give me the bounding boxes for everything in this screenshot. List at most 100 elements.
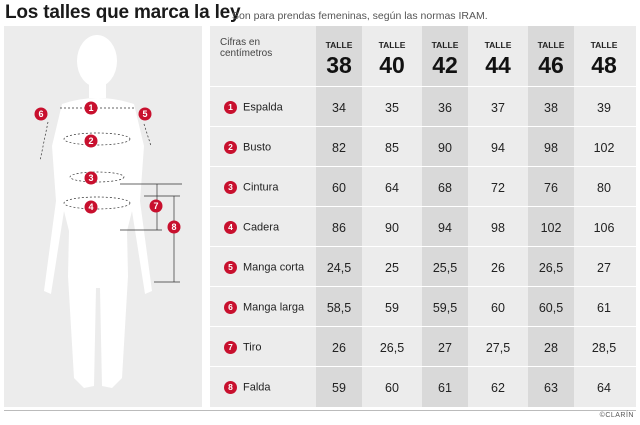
table-cell: 27,5	[485, 341, 511, 355]
size-header-label: TALLE	[325, 40, 353, 50]
source-credit: ©CLARÍN	[599, 412, 634, 419]
bottom-divider	[4, 410, 636, 411]
table-cell: 58,5	[326, 301, 352, 315]
header: Los talles que marca la ley Son para pre…	[0, 0, 640, 26]
row-number-badge: 8	[224, 381, 237, 394]
table-cell: 62	[491, 381, 505, 395]
size-header-number: 46	[538, 52, 564, 78]
size-column-40: TALLE 40	[369, 26, 415, 407]
size-column-48: TALLE 48	[581, 26, 627, 407]
table-row-label: 4 Cadera	[224, 221, 279, 234]
measure-name: Manga larga	[243, 301, 305, 314]
measure-name: Falda	[243, 381, 271, 394]
measure-name: Cintura	[243, 181, 279, 194]
table-cell: 60	[385, 381, 399, 395]
table-row-label: 7 Tiro	[224, 341, 262, 354]
size-header-label: TALLE	[431, 40, 459, 50]
table-cell: 25	[385, 261, 399, 275]
size-header-number: 44	[485, 52, 511, 78]
measure-name: Cadera	[243, 221, 280, 234]
figure-marker-2: 2	[88, 136, 93, 146]
table-cell: 102	[593, 141, 615, 155]
size-header-number: 48	[591, 52, 617, 78]
row-divider	[210, 126, 636, 127]
row-number-badge: 1	[224, 101, 237, 114]
table-cell: 35	[385, 101, 399, 115]
table-cell: 98	[544, 141, 558, 155]
size-column-46: TALLE 46	[528, 26, 574, 407]
table-cell: 28,5	[591, 341, 617, 355]
table-cell: 26,5	[538, 261, 564, 275]
table-cell: 60	[491, 301, 505, 315]
table-cell: 90	[385, 221, 399, 235]
table-cell: 82	[332, 141, 346, 155]
table-cell: 34	[332, 101, 346, 115]
table-cell: 102	[540, 221, 562, 235]
table-row-label: 2 Busto	[224, 141, 271, 154]
size-header-label: TALLE	[484, 40, 512, 50]
table-row-label: 6 Manga larga	[224, 301, 304, 314]
size-header-number: 40	[379, 52, 405, 78]
size-column-44: TALLE 44	[475, 26, 521, 407]
table-cell: 28	[544, 341, 558, 355]
row-divider	[210, 206, 636, 207]
row-number-badge: 7	[224, 341, 237, 354]
size-header-label: TALLE	[590, 40, 618, 50]
table-cell: 59	[385, 301, 399, 315]
table-row-label: 3 Cintura	[224, 181, 278, 194]
measure-name: Tiro	[243, 341, 262, 354]
size-column-38: TALLE 38	[316, 26, 362, 407]
table-cell: 64	[385, 181, 399, 195]
size-header-label: TALLE	[537, 40, 565, 50]
table-cell: 27	[597, 261, 611, 275]
table-row-label: 8 Falda	[224, 381, 271, 394]
table-cell: 98	[491, 221, 505, 235]
figure-marker-4: 4	[88, 202, 93, 212]
figure-marker-6: 6	[38, 109, 43, 119]
body-figure-panel: 1 2 3 4 5 6 7 8	[4, 26, 202, 407]
unit-note: Cifras en centímetros	[220, 37, 273, 59]
table-cell: 85	[385, 141, 399, 155]
size-column-42: TALLE 42	[422, 26, 468, 407]
size-header-number: 42	[432, 52, 458, 78]
table-row-label: 5 Manga corta	[224, 261, 304, 274]
row-number-badge: 4	[224, 221, 237, 234]
row-divider	[210, 326, 636, 327]
table-cell: 59	[332, 381, 346, 395]
table-cell: 63	[544, 381, 558, 395]
row-number-badge: 5	[224, 261, 237, 274]
table-cell: 38	[544, 101, 558, 115]
table-cell: 39	[597, 101, 611, 115]
table-cell: 24,5	[326, 261, 352, 275]
figure-marker-1: 1	[88, 103, 93, 113]
table-cell: 60	[332, 181, 346, 195]
figure-marker-7: 7	[153, 201, 158, 211]
table-cell: 61	[597, 301, 611, 315]
row-divider	[210, 246, 636, 247]
table-cell: 94	[438, 221, 452, 235]
row-number-badge: 6	[224, 301, 237, 314]
table-cell: 36	[438, 101, 452, 115]
row-divider	[210, 86, 636, 87]
row-divider	[210, 166, 636, 167]
page-title: Los talles que marca la ley	[5, 2, 241, 23]
size-header-number: 38	[326, 52, 352, 78]
table-cell: 26	[332, 341, 346, 355]
table-cell: 64	[597, 381, 611, 395]
table-cell: 94	[491, 141, 505, 155]
row-number-badge: 3	[224, 181, 237, 194]
table-cell: 72	[491, 181, 505, 195]
table-cell: 25,5	[432, 261, 458, 275]
measure-name: Busto	[243, 141, 272, 154]
row-divider	[210, 366, 636, 367]
table-cell: 80	[597, 181, 611, 195]
table-row-label: 1 Espalda	[224, 101, 283, 114]
table-cell: 76	[544, 181, 558, 195]
body-silhouette-illustration: 1 2 3 4 5 6 7 8	[34, 35, 182, 388]
figure-marker-5: 5	[142, 109, 147, 119]
table-cell: 61	[438, 381, 452, 395]
table-cell: 68	[438, 181, 452, 195]
measure-name: Manga corta	[243, 261, 305, 274]
table-cell: 37	[491, 101, 505, 115]
table-cell: 27	[438, 341, 452, 355]
